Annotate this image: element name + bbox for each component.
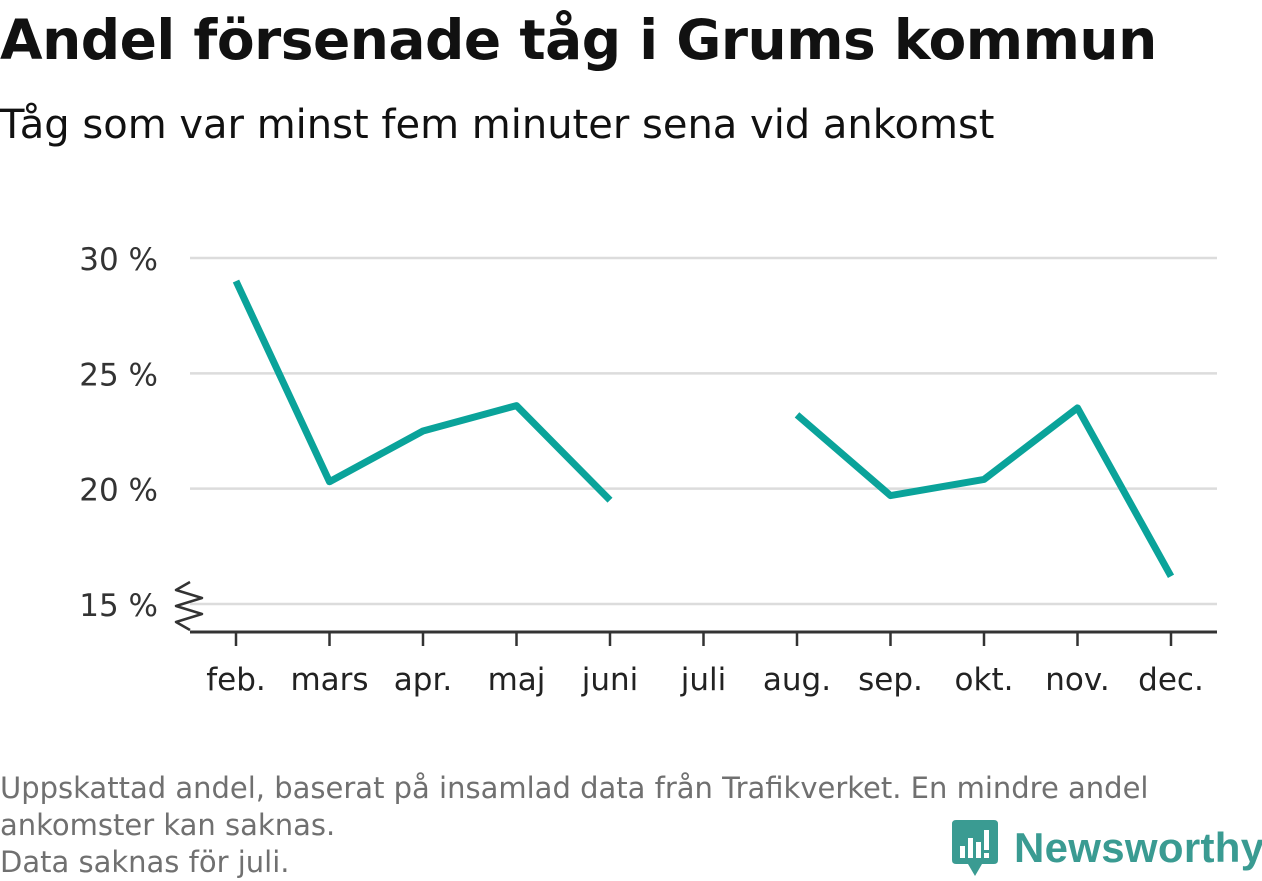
chart-footer: Uppskattad andel, baserat på insamlad da…	[0, 770, 1250, 881]
x-tick-label: aug.	[763, 662, 831, 698]
x-axis: feb. mars apr. maj juni juli aug. sep. okt. nov. d…	[190, 630, 1217, 698]
newsworthy-logo-icon	[952, 820, 998, 876]
y-tick-label: 30 %	[79, 242, 158, 278]
x-tick-label: apr.	[394, 662, 452, 698]
y-tick-label: 15 %	[79, 588, 158, 624]
x-tick-label: dec.	[1138, 662, 1204, 698]
y-tick-label: 20 %	[79, 473, 158, 509]
newsworthy-logo: Newsworthy	[950, 818, 1262, 878]
footer-note-line-3: Data saknas för juli.	[0, 845, 290, 879]
x-tick-label: mars	[290, 662, 368, 698]
x-tick-label: sep.	[858, 662, 923, 698]
series-line-segment-0	[232, 279, 613, 503]
chart-subtitle: Tåg som var minst fem minuter sena vid a…	[0, 102, 995, 148]
y-tick-label: 25 %	[79, 357, 158, 393]
grid-lines	[190, 256, 1217, 606]
series-line-segment-1	[794, 404, 1175, 579]
x-tick-label: feb.	[206, 662, 266, 698]
y-axis-break-mark	[174, 580, 204, 632]
chart-title: Andel försenade tåg i Grums kommun	[0, 8, 1157, 72]
x-tick-label: maj	[488, 662, 546, 698]
footer-note-line-2: ankomster kan saknas.	[0, 808, 336, 842]
x-tick-label: okt.	[955, 662, 1014, 698]
brand-name: Newsworthy	[1014, 824, 1262, 871]
x-tick-label: juni	[581, 662, 639, 698]
x-tick-label: juli	[680, 662, 727, 698]
footer-note-line-1: Uppskattad andel, baserat på insamlad da…	[0, 771, 1149, 805]
data-series	[232, 279, 1175, 579]
x-tick-label: nov.	[1045, 662, 1109, 698]
y-axis: 15 % 20 % 25 % 30 %	[79, 242, 204, 632]
